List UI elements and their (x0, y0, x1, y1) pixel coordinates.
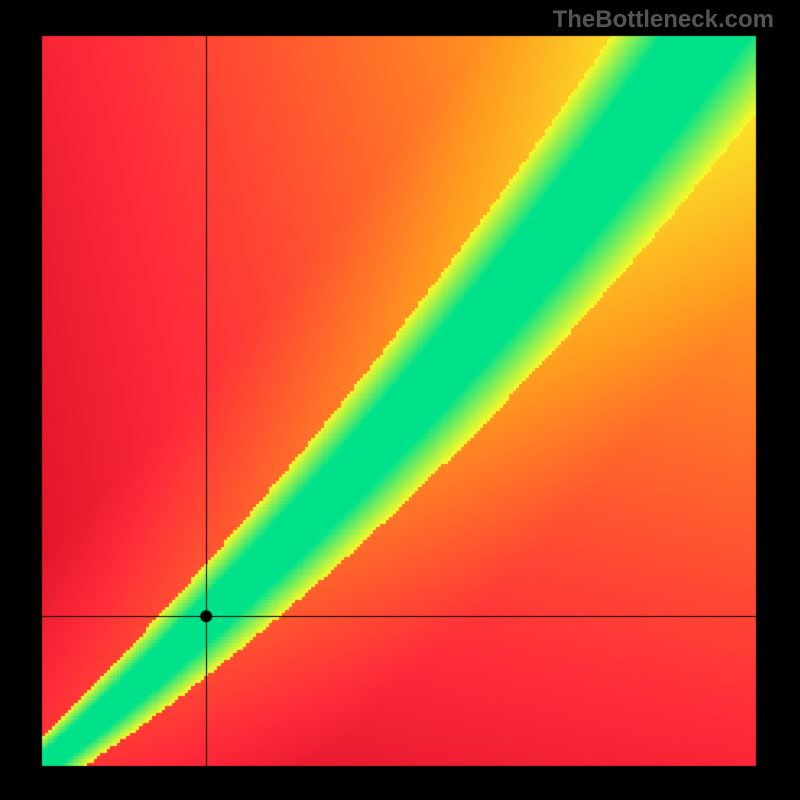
crosshair-overlay (0, 0, 800, 800)
watermark-label: TheBottleneck.com (553, 6, 774, 34)
chart-stage: TheBottleneck.com (0, 0, 800, 800)
